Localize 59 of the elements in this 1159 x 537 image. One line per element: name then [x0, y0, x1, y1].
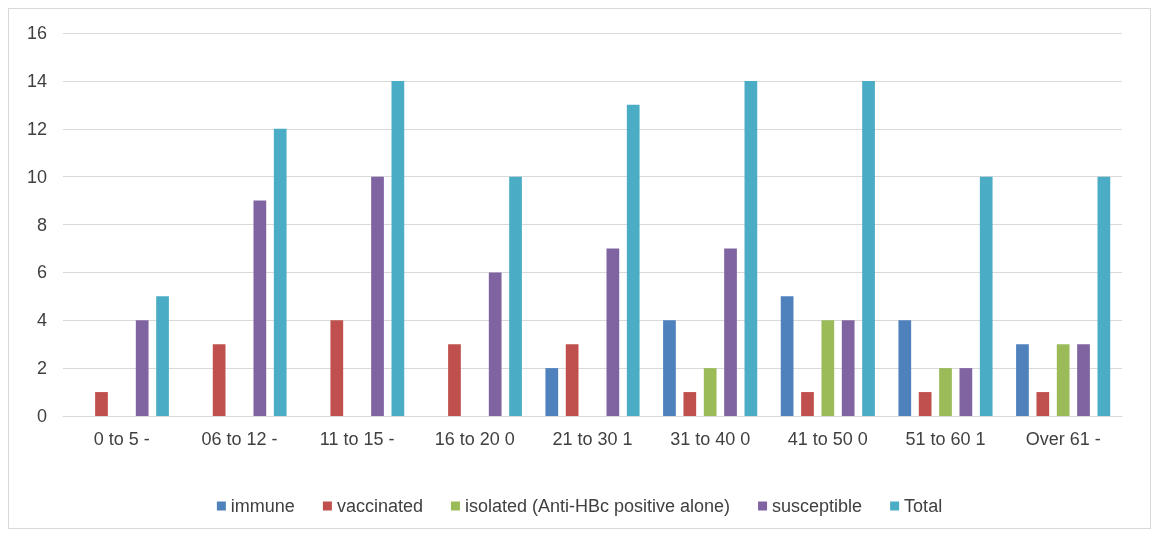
y-tick-label: 0 — [36, 406, 47, 426]
bar — [448, 344, 461, 416]
bar — [488, 272, 502, 416]
bar — [156, 296, 169, 416]
bar — [212, 344, 226, 416]
bar — [918, 392, 932, 416]
bar — [273, 128, 287, 416]
x-tick-label: 31 to 40 0 — [670, 429, 751, 449]
bar — [1016, 344, 1029, 416]
bar — [545, 368, 559, 416]
y-tick-label: 10 — [26, 166, 47, 187]
bar — [1097, 176, 1111, 416]
bar — [626, 104, 640, 416]
bar — [801, 392, 814, 416]
bar — [95, 392, 108, 416]
bar — [391, 80, 405, 416]
y-tick-label: 12 — [26, 118, 47, 139]
bar — [1036, 392, 1050, 416]
bar — [253, 200, 267, 416]
x-tick-label: 11 to 15 - — [319, 429, 395, 449]
bar — [330, 320, 344, 416]
bar — [959, 368, 973, 416]
bar — [371, 176, 384, 416]
legend-label: isolated (Anti-HBc positive alone) — [464, 496, 731, 516]
bar — [1077, 344, 1090, 416]
legend-label: Total — [904, 496, 943, 516]
legend-label: immune — [230, 496, 295, 516]
bar — [939, 368, 952, 416]
bar — [724, 248, 737, 416]
x-tick-label: Over 61 - — [1025, 429, 1101, 449]
bar — [780, 296, 794, 416]
y-tick-label: 8 — [36, 214, 47, 235]
legend-label: susceptible — [772, 496, 863, 516]
bar — [862, 80, 875, 416]
bar — [821, 320, 835, 416]
y-tick-label: 16 — [26, 23, 47, 43]
bar — [744, 80, 758, 416]
x-tick-label: 0 to 5 - — [93, 429, 150, 449]
y-tick-label: 14 — [26, 70, 47, 91]
x-tick-label: 51 to 60 1 — [905, 429, 986, 449]
y-tick-label: 2 — [36, 358, 47, 379]
x-tick-label: 41 to 50 0 — [787, 429, 868, 449]
legend-label: vaccinated — [336, 496, 423, 516]
bar — [663, 320, 676, 416]
bar — [898, 320, 912, 416]
x-tick-label: 06 to 12 - — [201, 429, 278, 449]
x-tick-label: 21 to 30 1 — [552, 429, 633, 449]
bar — [703, 368, 717, 416]
bar — [841, 320, 855, 416]
bar — [979, 176, 993, 416]
bar — [565, 344, 579, 416]
bar — [135, 320, 149, 416]
bar — [509, 176, 522, 416]
bar — [683, 392, 697, 416]
bar — [606, 248, 620, 416]
bar — [1056, 344, 1070, 416]
x-tick-label: 16 to 20 0 — [434, 429, 515, 449]
y-tick-label: 6 — [36, 262, 47, 283]
y-tick-label: 4 — [36, 310, 47, 331]
